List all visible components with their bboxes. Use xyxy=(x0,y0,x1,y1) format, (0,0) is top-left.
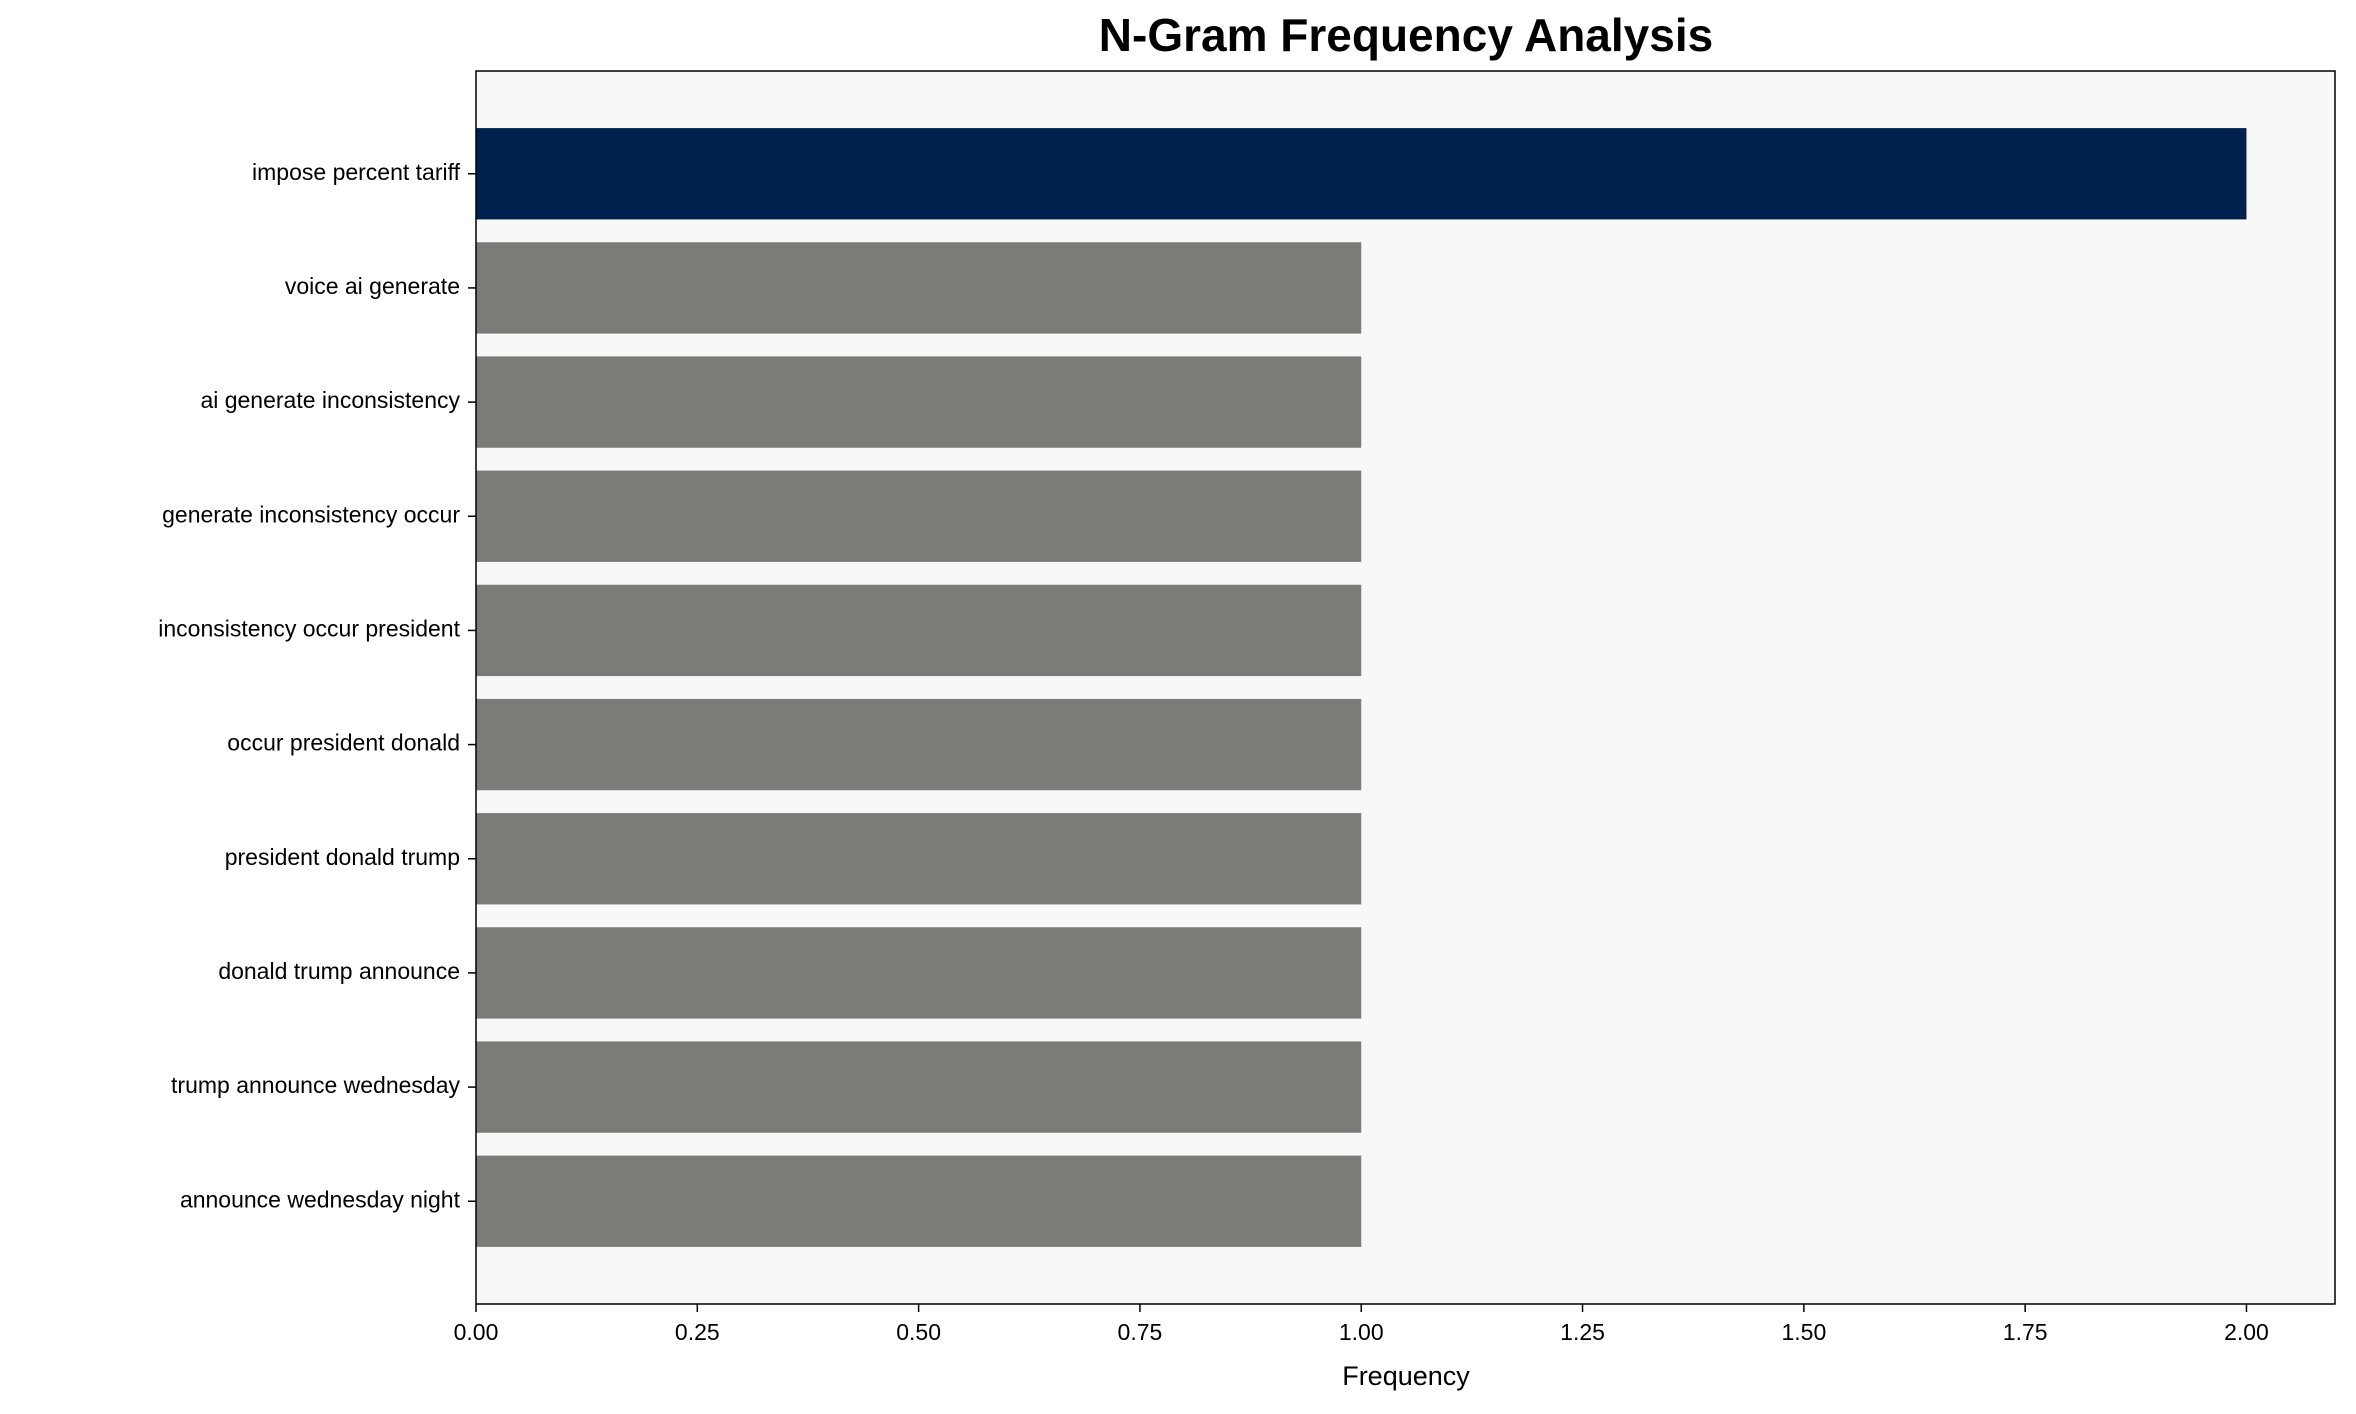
x-tick-label: 0.00 xyxy=(454,1319,499,1345)
plot-frame xyxy=(475,70,2336,1305)
y-tick-label: occur president donald xyxy=(227,730,460,756)
bar xyxy=(476,242,1362,334)
bar xyxy=(476,698,1362,791)
bar xyxy=(476,128,2247,220)
x-tick-label: 1.50 xyxy=(1781,1319,1826,1345)
x-tick-label: 1.75 xyxy=(2003,1319,2048,1345)
x-tick-label: 1.00 xyxy=(1339,1319,1384,1345)
bar xyxy=(476,1041,1362,1133)
bar xyxy=(476,584,1362,677)
x-tick-label: 0.50 xyxy=(896,1319,941,1345)
x-tick-label: 0.75 xyxy=(1118,1319,1163,1345)
y-tick-label: president donald trump xyxy=(225,844,460,870)
y-tick-label: inconsistency occur president xyxy=(158,615,460,641)
x-tick-label: 2.00 xyxy=(2224,1319,2269,1345)
bar xyxy=(476,927,1362,1019)
bar xyxy=(476,1155,1362,1247)
bar xyxy=(476,356,1362,448)
y-tick-label: donald trump announce xyxy=(218,958,460,984)
chart-title: N-Gram Frequency Analysis xyxy=(1099,9,1713,61)
y-tick-label: voice ai generate xyxy=(285,273,460,299)
y-tick-label: announce wednesday night xyxy=(180,1186,461,1212)
y-tick-label: ai generate inconsistency xyxy=(200,387,460,413)
bar xyxy=(476,813,1362,905)
bar xyxy=(476,470,1362,562)
x-axis-label: Frequency xyxy=(1342,1361,1470,1391)
y-tick-label: generate inconsistency occur xyxy=(162,501,460,527)
y-tick-label: trump announce wednesday xyxy=(171,1072,460,1098)
x-tick-label: 0.25 xyxy=(675,1319,720,1345)
x-tick-label: 1.25 xyxy=(1560,1319,1605,1345)
y-tick-label: impose percent tariff xyxy=(252,159,461,185)
